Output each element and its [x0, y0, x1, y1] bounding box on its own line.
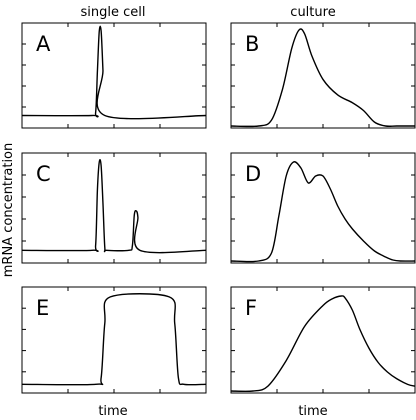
y-axis-label: mRNA concentration [1, 143, 16, 277]
panel-f-frame [230, 286, 416, 394]
panel-c-letter: C [36, 162, 51, 186]
right-column-title: culture [290, 5, 335, 20]
panel-c: C [21, 152, 207, 264]
panels: A B C D E F [21, 22, 416, 394]
panel-e-series-line [21, 293, 207, 386]
panel-d-series-line [230, 161, 416, 263]
panel-a: A [21, 22, 207, 129]
panel-b-letter: B [245, 32, 259, 56]
panel-d-letter: D [245, 162, 261, 186]
panel-e-letter: E [36, 296, 49, 320]
panel-f-series-line [230, 295, 416, 393]
panel-b: B [230, 22, 416, 129]
panel-f: F [230, 286, 416, 394]
panel-f-letter: F [245, 296, 257, 320]
panel-a-series-line [21, 25, 207, 120]
panel-a-letter: A [36, 32, 51, 56]
x-axis-label-right: time [298, 404, 327, 419]
panel-e: E [21, 286, 207, 394]
panel-c-series-line [21, 159, 207, 254]
left-column-title: single cell [81, 5, 146, 20]
panel-b-series-line [230, 28, 415, 128]
x-axis-label-left: time [98, 404, 127, 419]
panel-d: D [230, 152, 416, 264]
